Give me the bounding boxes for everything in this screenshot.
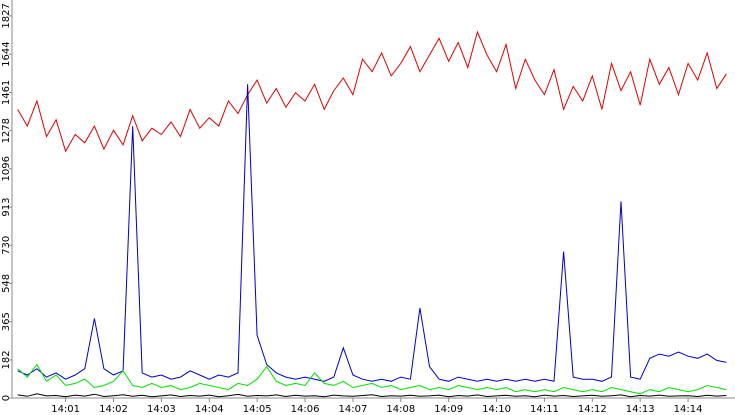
y-tick-label: 548 bbox=[1, 274, 12, 293]
series-line bbox=[17, 363, 727, 395]
y-tick-label: 0 bbox=[1, 395, 12, 401]
x-tick-label: 14:14 bbox=[674, 404, 703, 415]
y-tick-label: 1461 bbox=[1, 80, 12, 105]
y-tick-label: 913 bbox=[1, 198, 12, 217]
x-tick-label: 14:10 bbox=[482, 404, 511, 415]
x-tick-label: 14:08 bbox=[386, 404, 415, 415]
y-tick-label: 1827 bbox=[1, 3, 12, 28]
y-tick-label: 182 bbox=[1, 350, 12, 369]
x-tick-label: 14:11 bbox=[530, 404, 559, 415]
x-tick-label: 14:13 bbox=[626, 404, 655, 415]
y-tick-label: 1644 bbox=[1, 41, 12, 66]
x-tick-label: 14:03 bbox=[147, 404, 176, 415]
y-tick-label: 1278 bbox=[1, 118, 12, 143]
y-tick-label: 1096 bbox=[1, 156, 12, 181]
x-tick-label: 14:04 bbox=[195, 404, 224, 415]
series-line bbox=[17, 30, 727, 153]
x-tick-label: 14:01 bbox=[51, 404, 80, 415]
series-line bbox=[17, 393, 727, 398]
x-tick-label: 14:05 bbox=[243, 404, 272, 415]
y-tick-label: 730 bbox=[1, 236, 12, 255]
x-tick-label: 14:07 bbox=[338, 404, 367, 415]
x-tick-label: 14:09 bbox=[434, 404, 463, 415]
y-tick-label: 365 bbox=[1, 312, 12, 331]
x-tick-label: 14:02 bbox=[99, 404, 128, 415]
x-tick-label: 14:06 bbox=[291, 404, 320, 415]
series-line bbox=[17, 84, 727, 382]
x-tick-label: 14:12 bbox=[578, 404, 607, 415]
